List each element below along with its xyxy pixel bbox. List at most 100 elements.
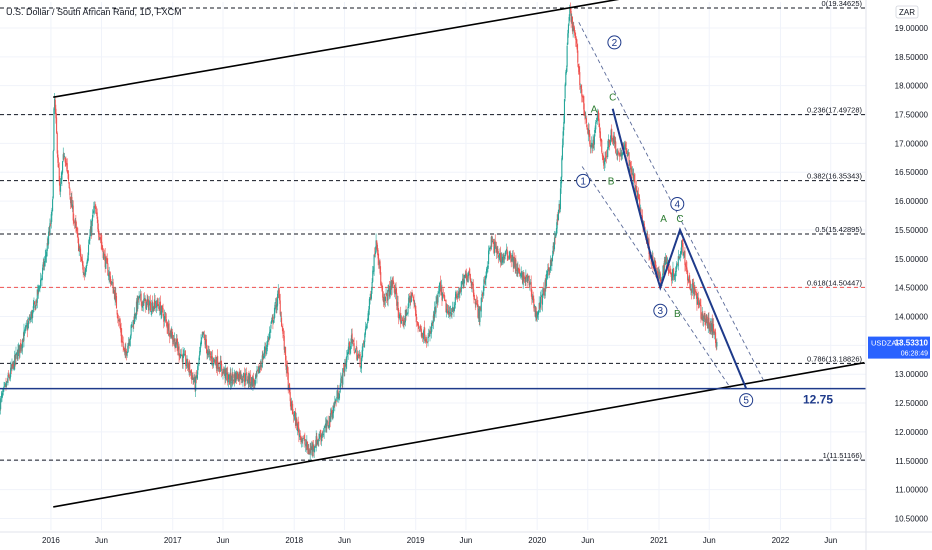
candle-body: [691, 284, 693, 293]
candle-body: [0, 398, 2, 410]
candle-body: [466, 274, 468, 281]
candle-body: [620, 152, 622, 157]
candle-body: [503, 255, 505, 260]
candle-body: [609, 140, 611, 144]
candle-body: [506, 249, 508, 255]
candle-body: [370, 295, 372, 298]
candle-body: [265, 347, 267, 351]
candle-body: [72, 204, 74, 210]
candle-body: [259, 366, 261, 368]
candle-body: [103, 253, 106, 256]
candle-body: [187, 367, 189, 369]
candle-body: [305, 445, 307, 447]
candle-body: [67, 170, 69, 174]
candle-body: [250, 384, 252, 386]
candle-body: [6, 381, 8, 382]
candle-body: [610, 130, 612, 140]
candle-body: [456, 296, 458, 298]
candle-body: [541, 293, 544, 305]
candle-body: [165, 316, 167, 319]
candle-body: [486, 268, 488, 277]
candle-body: [350, 341, 352, 349]
candle-body: [415, 310, 417, 316]
candle-body: [451, 312, 453, 315]
candle-body: [54, 98, 56, 111]
candle-body: [663, 261, 665, 274]
candle-body: [238, 372, 240, 381]
candle-body: [172, 340, 174, 342]
candle-body: [35, 300, 37, 309]
candle-body: [504, 252, 506, 256]
candle-body: [316, 436, 318, 445]
candle-body: [195, 375, 197, 378]
candle-body: [155, 306, 157, 307]
candle-body: [438, 291, 440, 293]
candle-body: [525, 275, 528, 278]
candle-body: [710, 323, 712, 332]
price-axis[interactable]: 10.50000 11.00000 11.50000 12.00000 12.50000…: [865, 0, 929, 550]
candle-body: [713, 323, 715, 333]
candle-body: [145, 301, 147, 310]
candle-body: [243, 372, 245, 378]
candle-body: [291, 401, 293, 410]
candle-body: [171, 331, 173, 340]
candle-body: [18, 345, 20, 354]
candle-body: [553, 246, 555, 249]
candle-body: [342, 368, 344, 385]
candle-body: [107, 275, 110, 277]
candle-body: [443, 295, 445, 296]
candle-body: [373, 254, 375, 272]
candle-body: [426, 342, 428, 344]
candle-body: [158, 307, 160, 311]
y-tick-label: 17.50000: [895, 111, 929, 120]
candle-body: [487, 265, 489, 267]
wave-label: C: [676, 214, 683, 225]
candle-body: [704, 313, 706, 320]
candle-body: [233, 374, 235, 382]
candle-body: [424, 327, 426, 341]
candle-body: [21, 344, 23, 347]
candle-body: [301, 437, 303, 442]
candle-body: [141, 301, 143, 308]
candle-body: [579, 72, 581, 86]
candle-body: [521, 272, 524, 284]
candle-body: [64, 156, 66, 158]
candle-body: [326, 420, 328, 428]
candle-body: [392, 280, 394, 285]
candle-body: [56, 132, 58, 154]
candle-body: [218, 366, 220, 369]
candle-body: [242, 378, 244, 383]
candle-body: [160, 310, 162, 315]
candle-body: [292, 408, 294, 415]
candle-body: [8, 373, 10, 377]
candle-body: [410, 294, 412, 302]
candle-body: [377, 250, 379, 259]
candle-body: [695, 290, 697, 293]
candle-body: [697, 296, 699, 305]
candle-body: [431, 321, 433, 329]
candle-body: [594, 127, 596, 133]
candle-body: [199, 351, 201, 356]
candle-body: [66, 162, 68, 165]
candle-body: [68, 182, 70, 189]
candle-body: [32, 306, 34, 309]
candle-body: [604, 157, 606, 162]
candle-body: [95, 207, 97, 214]
y-tick-label: 17.00000: [895, 139, 929, 148]
time-axis[interactable]: 2016 Jun 2017 Jun 2018 Jun 2019 Jun 2020 Jun 2021 J…: [0, 531, 932, 545]
candle-body: [422, 333, 424, 338]
candle-body: [355, 347, 357, 349]
candle-body: [490, 248, 492, 249]
channel-line-upper: [53, 0, 620, 99]
candle-body: [465, 273, 467, 278]
candle-body: [661, 275, 663, 279]
candle-body: [572, 26, 574, 32]
candle-body: [398, 309, 400, 319]
candle-body: [356, 355, 358, 361]
candle-body: [480, 297, 482, 312]
candle-body: [432, 321, 434, 323]
candle-body: [279, 294, 281, 301]
candle-body: [400, 312, 402, 324]
